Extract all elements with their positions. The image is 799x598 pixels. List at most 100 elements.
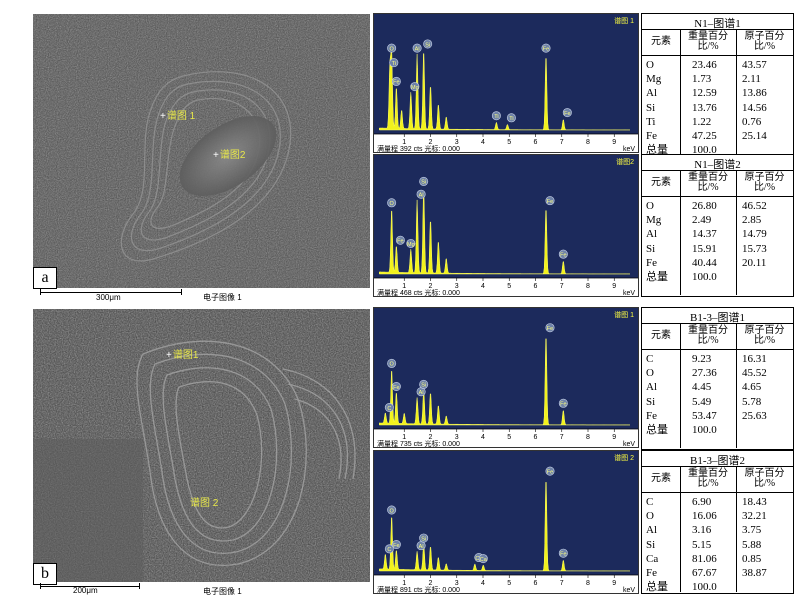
column-rule xyxy=(680,170,681,295)
spectrum-plot-bg xyxy=(374,308,638,429)
cell-atomic: 32.21 xyxy=(742,510,767,523)
cell-atomic: 2.11 xyxy=(742,73,761,86)
spectrum-footer: 满量程 392 cts 光标: 0.000 xyxy=(377,144,460,152)
cell-atomic: 15.73 xyxy=(742,242,767,255)
peak-marker xyxy=(419,176,429,186)
peak-marker xyxy=(412,43,422,53)
cell-element: Al xyxy=(646,381,657,394)
table-title: N1–图谱2 xyxy=(694,159,741,171)
cell-atomic: 43.57 xyxy=(742,59,767,71)
tick-label: 8 xyxy=(586,139,590,146)
tick-label: 5 xyxy=(507,434,511,441)
tick-label: 5 xyxy=(507,580,511,587)
tick-label: 7 xyxy=(560,580,564,587)
spectrum-footer: 满量程 735 cts 光标: 0.000 xyxy=(377,439,460,447)
cell-weight: 1.22 xyxy=(692,115,712,128)
column-rule xyxy=(680,323,681,448)
rule xyxy=(642,170,793,171)
peak-marker xyxy=(423,39,433,49)
cell-weight: 26.80 xyxy=(692,200,717,212)
tick-label: 9 xyxy=(612,434,616,441)
header-weight: 重量百分 比/% xyxy=(688,172,728,193)
peak-element-label: Fe xyxy=(543,46,549,52)
cell-atomic: 46.52 xyxy=(742,200,767,212)
spectrum-trace xyxy=(379,482,631,572)
peak-marker xyxy=(545,323,555,333)
cell-element: Fe xyxy=(646,256,657,269)
cell-atomic: 4.65 xyxy=(742,381,762,394)
peak-marker xyxy=(389,58,399,68)
tick-label: 7 xyxy=(560,139,564,146)
peak-element-label: O xyxy=(390,362,395,368)
cell-atomic: 18.43 xyxy=(742,496,767,508)
cell-atomic: 14.79 xyxy=(742,228,767,241)
cell-atomic: 0.76 xyxy=(742,115,762,128)
cell-atomic: 20.11 xyxy=(742,256,767,269)
rule xyxy=(642,55,793,56)
tick-label: 8 xyxy=(586,434,590,441)
rule xyxy=(642,196,793,197)
cell-element: Al xyxy=(646,228,657,241)
cell-weight: 5.49 xyxy=(692,395,712,408)
cell-atomic: 0.85 xyxy=(742,552,762,565)
spectrum-unit: keV xyxy=(623,290,635,296)
header-element: 元素 xyxy=(651,330,671,341)
spot-label-b2: 谱图 2 xyxy=(190,498,219,509)
peak-element-label: Fe xyxy=(560,252,566,258)
spectrum-plot-bg xyxy=(374,155,638,278)
peak-element-label: O xyxy=(390,201,395,207)
peak-element-label: Al xyxy=(419,193,424,199)
spot-label-a2: +谱图2 xyxy=(213,150,246,161)
tick-label: 2 xyxy=(429,139,433,146)
panel-letter-b: b xyxy=(33,563,57,585)
peak-element-label: Al xyxy=(419,390,424,396)
cell-element: Al xyxy=(646,524,657,537)
spectrum-unit: keV xyxy=(623,441,635,447)
cell-weight: 27.36 xyxy=(692,367,717,380)
peak-marker xyxy=(558,249,568,259)
sem-image-a xyxy=(33,14,370,288)
peak-element-label: Al xyxy=(415,46,420,52)
peak-marker xyxy=(491,111,501,121)
peak-marker xyxy=(562,108,572,118)
peak-element-label: Ca xyxy=(480,557,488,563)
tick-label: 6 xyxy=(534,139,538,146)
spectrum-unit: keV xyxy=(623,146,635,152)
peak-marker xyxy=(541,43,551,53)
cell-atomic: 16.31 xyxy=(742,353,767,365)
peak-marker xyxy=(384,544,394,554)
cell-weight: 2.49 xyxy=(692,214,712,227)
cell-weight: 100.0 xyxy=(692,424,717,436)
spot-label-a1: +谱图 1 xyxy=(160,111,196,122)
peak-element-label: Fe xyxy=(547,469,553,475)
cell-weight: 67.67 xyxy=(692,567,717,579)
peak-element-label: Fe xyxy=(560,402,566,408)
cell-element: Si xyxy=(646,101,656,114)
spectrum-footer: 满量程 468 cts 光标: 0.000 xyxy=(377,288,460,296)
peak-element-label: Ti xyxy=(509,116,513,122)
scalebar-label-b: 200μm xyxy=(73,586,98,595)
header-element: 元素 xyxy=(651,177,671,188)
cell-atomic: 13.86 xyxy=(742,87,767,100)
tick-label: 3 xyxy=(455,283,459,290)
cell-atomic: 38.87 xyxy=(742,567,767,579)
peak-marker xyxy=(545,466,555,476)
peak-marker xyxy=(384,403,394,413)
composition-table-4: B1-3–图谱2 元素 重量百分 比/% 原子百分 比/% C 6.90 18.43 O 16.06… xyxy=(641,450,794,594)
header-atomic: 原子百分 比/% xyxy=(744,325,785,346)
cell-weight: 12.59 xyxy=(692,87,717,100)
composition-table-3: B1-3–图谱1 元素 重量百分 比/% 原子百分 比/% C 9.23 16.31 O 27.36… xyxy=(641,307,794,450)
cell-atomic: 45.52 xyxy=(742,367,767,380)
tick-label: 4 xyxy=(481,139,485,146)
cell-atomic: 25.63 xyxy=(742,409,767,422)
spectrum-trace xyxy=(379,338,631,426)
tick-label: 9 xyxy=(612,139,616,146)
tick-label: 4 xyxy=(481,434,485,441)
table-title: B1-3–图谱1 xyxy=(690,312,745,324)
image-caption-a: 电子图像 1 xyxy=(203,293,242,302)
peak-marker xyxy=(391,76,401,86)
spectrum-label: 谱图 2 xyxy=(614,453,634,462)
peak-element-label: O xyxy=(390,508,395,514)
tick-label: 3 xyxy=(455,434,459,441)
cell-weight: 23.46 xyxy=(692,59,717,71)
